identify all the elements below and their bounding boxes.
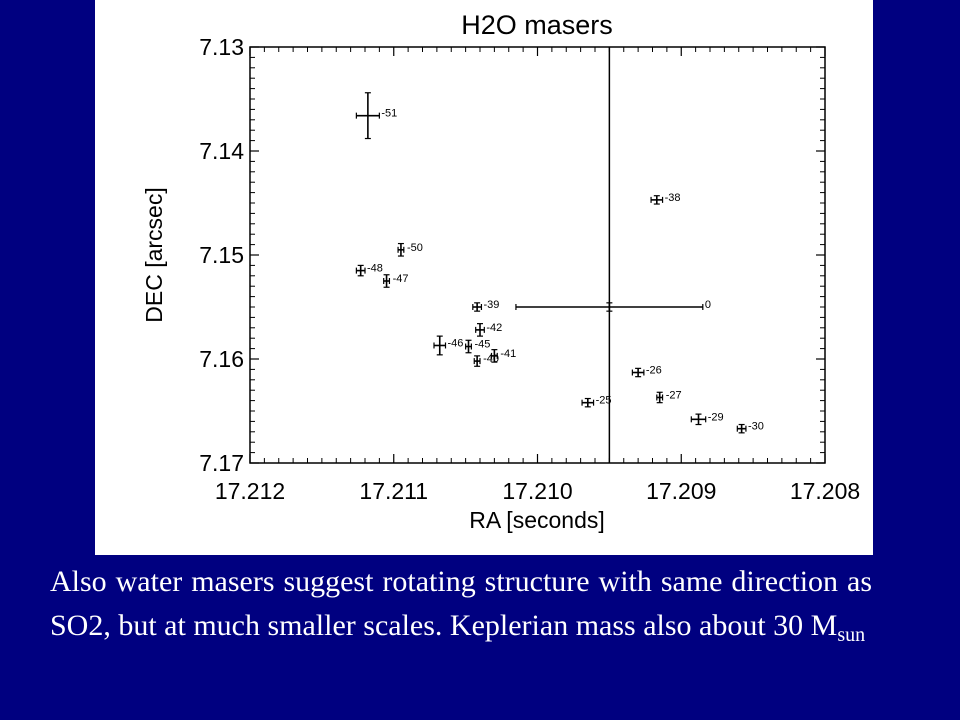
point-label: 0 [705,299,711,311]
maser-point: -40 [473,353,499,367]
y-tick-label: 7.13 [199,34,244,60]
chart-title: H2O masers [461,10,613,40]
maser-point: -50 [397,242,423,257]
maser-scatter-chart: H2O masers 17.212 17.211 17.210 17.209 17.20… [141,10,860,533]
maser-point: -25 [581,395,612,408]
maser-point: -51 [355,92,397,140]
maser-point: -29 [690,411,724,426]
point-label: -39 [483,299,499,311]
maser-point: -39 [472,299,499,312]
point-label: -45 [475,339,491,351]
axis-ticks: 17.212 17.211 17.210 17.209 17.208 7.13 7.14 7.… [199,34,860,504]
maser-point: -26 [631,365,662,378]
x-tick-label: 17.208 [790,478,860,504]
point-label: -46 [448,337,464,349]
y-tick-label: 7.15 [199,242,244,268]
y-tick-label: 7.16 [199,346,244,372]
chart-panel: H2O masers 17.212 17.211 17.210 17.209 17.20… [95,0,873,555]
maser-point: -48 [355,263,383,277]
y-tick-label: 7.14 [199,138,244,164]
maser-point: -42 [475,322,502,337]
x-tick-label: 17.210 [502,478,572,504]
y-axis-label: DEC [arcsec] [141,187,167,322]
maser-point: -47 [383,273,409,288]
point-label: -41 [500,348,516,360]
x-axis-label: RA [seconds] [469,507,605,533]
caption-subscript: sun [837,624,866,646]
point-label: -48 [367,263,383,275]
point-label: -40 [483,353,499,365]
point-label: -42 [486,322,502,334]
point-label: -50 [407,242,423,254]
x-tick-label: 17.212 [215,478,285,504]
maser-point: -41 [490,348,516,363]
slide-caption: Also water masers suggest rotating struc… [50,560,872,648]
point-label: -51 [381,108,397,120]
point-label: -29 [708,411,724,423]
point-label: -38 [665,192,681,204]
plot-frame [249,46,826,464]
point-label: -26 [646,365,662,377]
x-tick-label: 17.211 [359,478,428,504]
caption-text: Also water masers suggest rotating struc… [50,565,872,642]
maser-point: -27 [656,389,682,404]
maser-point: -45 [465,339,491,354]
maser-point: -30 [736,421,764,434]
maser-point: -46 [433,335,464,356]
point-label: -47 [393,273,409,285]
y-tick-label: 7.17 [199,450,244,476]
point-label: -27 [666,389,682,401]
x-tick-label: 17.209 [646,478,716,504]
point-label: -25 [596,395,612,407]
maser-point: 0 [515,299,711,312]
point-label: -30 [748,421,764,433]
maser-point: -38 [650,192,681,205]
maser-points: -51 -50 -48 -47 -39 0 -42 -46 -45 -41-40 -38 -26 -25… [355,92,764,434]
